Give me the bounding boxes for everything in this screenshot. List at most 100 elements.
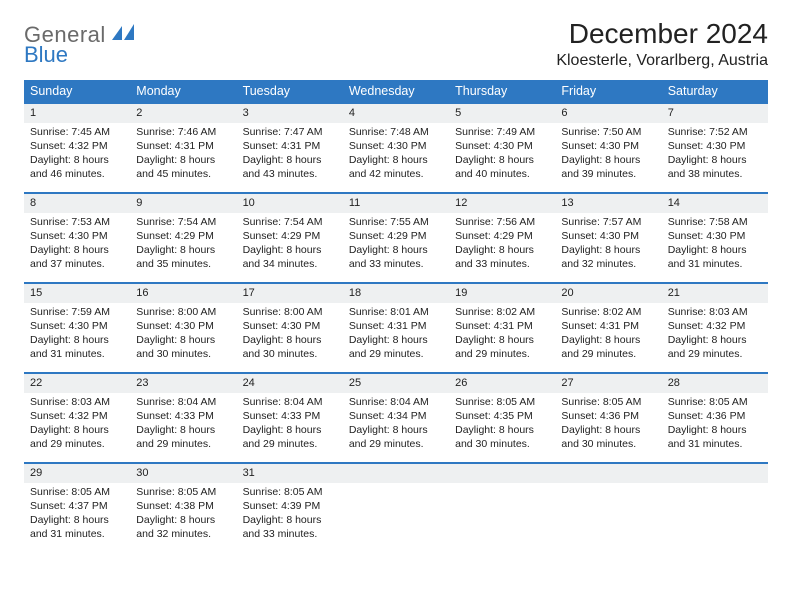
weekday-sunday: Sunday	[24, 80, 130, 102]
sunrise-text: Sunrise: 8:05 AM	[136, 485, 230, 499]
sunrise-text: Sunrise: 8:02 AM	[561, 305, 655, 319]
day-cell: 2 Sunrise: 7:46 AM Sunset: 4:31 PM Dayli…	[130, 102, 236, 192]
sunrise-text: Sunrise: 8:00 AM	[243, 305, 337, 319]
day-number: 23	[130, 372, 236, 393]
sunset-text: Sunset: 4:32 PM	[30, 139, 124, 153]
daylight-text-2: and 37 minutes.	[30, 257, 124, 271]
day-number: 28	[662, 372, 768, 393]
daylight-text-1: Daylight: 8 hours	[243, 243, 337, 257]
empty-cell	[555, 462, 661, 552]
sunrise-text: Sunrise: 7:58 AM	[668, 215, 762, 229]
day-cell: 16 Sunrise: 8:00 AM Sunset: 4:30 PM Dayl…	[130, 282, 236, 372]
logo: General Blue	[24, 18, 136, 68]
location-text: Kloesterle, Vorarlberg, Austria	[556, 52, 768, 70]
daylight-text-2: and 33 minutes.	[455, 257, 549, 271]
sunset-text: Sunset: 4:33 PM	[243, 409, 337, 423]
weekday-row: Sunday Monday Tuesday Wednesday Thursday…	[24, 80, 768, 102]
calendar-row: 22 Sunrise: 8:03 AM Sunset: 4:32 PM Dayl…	[24, 372, 768, 462]
sunrise-text: Sunrise: 8:00 AM	[136, 305, 230, 319]
sunrise-text: Sunrise: 7:59 AM	[30, 305, 124, 319]
daylight-text-2: and 29 minutes.	[243, 437, 337, 451]
daylight-text-1: Daylight: 8 hours	[561, 423, 655, 437]
daylight-text-2: and 30 minutes.	[136, 347, 230, 361]
day-body: Sunrise: 7:55 AM Sunset: 4:29 PM Dayligh…	[343, 213, 449, 276]
sunrise-text: Sunrise: 7:48 AM	[349, 125, 443, 139]
daylight-text-1: Daylight: 8 hours	[455, 333, 549, 347]
day-cell: 19 Sunrise: 8:02 AM Sunset: 4:31 PM Dayl…	[449, 282, 555, 372]
sunrise-text: Sunrise: 7:55 AM	[349, 215, 443, 229]
sunrise-text: Sunrise: 7:56 AM	[455, 215, 549, 229]
day-body: Sunrise: 8:05 AM Sunset: 4:37 PM Dayligh…	[24, 483, 130, 546]
sunset-text: Sunset: 4:29 PM	[349, 229, 443, 243]
day-number: 25	[343, 372, 449, 393]
sunrise-text: Sunrise: 8:05 AM	[243, 485, 337, 499]
day-body: Sunrise: 8:05 AM Sunset: 4:36 PM Dayligh…	[662, 393, 768, 456]
sunset-text: Sunset: 4:30 PM	[561, 229, 655, 243]
daylight-text-1: Daylight: 8 hours	[455, 423, 549, 437]
sunrise-text: Sunrise: 8:03 AM	[30, 395, 124, 409]
day-cell: 21 Sunrise: 8:03 AM Sunset: 4:32 PM Dayl…	[662, 282, 768, 372]
sunset-text: Sunset: 4:29 PM	[136, 229, 230, 243]
day-body: Sunrise: 8:02 AM Sunset: 4:31 PM Dayligh…	[555, 303, 661, 366]
daylight-text-2: and 43 minutes.	[243, 167, 337, 181]
daylight-text-2: and 31 minutes.	[30, 527, 124, 541]
day-body: Sunrise: 7:45 AM Sunset: 4:32 PM Dayligh…	[24, 123, 130, 186]
sunrise-text: Sunrise: 7:49 AM	[455, 125, 549, 139]
empty-cell	[662, 462, 768, 552]
daylight-text-2: and 45 minutes.	[136, 167, 230, 181]
daylight-text-1: Daylight: 8 hours	[136, 513, 230, 527]
sunset-text: Sunset: 4:31 PM	[136, 139, 230, 153]
sunrise-text: Sunrise: 7:57 AM	[561, 215, 655, 229]
sunrise-text: Sunrise: 8:04 AM	[349, 395, 443, 409]
day-body: Sunrise: 8:05 AM Sunset: 4:39 PM Dayligh…	[237, 483, 343, 546]
daylight-text-1: Daylight: 8 hours	[243, 423, 337, 437]
sunrise-text: Sunrise: 8:05 AM	[668, 395, 762, 409]
day-number: 12	[449, 192, 555, 213]
day-cell: 24 Sunrise: 8:04 AM Sunset: 4:33 PM Dayl…	[237, 372, 343, 462]
daylight-text-2: and 31 minutes.	[30, 347, 124, 361]
day-number: 22	[24, 372, 130, 393]
day-number: 17	[237, 282, 343, 303]
daylight-text-2: and 29 minutes.	[136, 437, 230, 451]
day-body: Sunrise: 7:48 AM Sunset: 4:30 PM Dayligh…	[343, 123, 449, 186]
sunset-text: Sunset: 4:36 PM	[561, 409, 655, 423]
day-body: Sunrise: 7:59 AM Sunset: 4:30 PM Dayligh…	[24, 303, 130, 366]
day-cell: 28 Sunrise: 8:05 AM Sunset: 4:36 PM Dayl…	[662, 372, 768, 462]
day-number: 7	[662, 102, 768, 123]
daylight-text-1: Daylight: 8 hours	[30, 423, 124, 437]
sunrise-text: Sunrise: 7:46 AM	[136, 125, 230, 139]
calendar-row: 1 Sunrise: 7:45 AM Sunset: 4:32 PM Dayli…	[24, 102, 768, 192]
calendar-row: 15 Sunrise: 7:59 AM Sunset: 4:30 PM Dayl…	[24, 282, 768, 372]
daylight-text-1: Daylight: 8 hours	[668, 153, 762, 167]
day-cell: 26 Sunrise: 8:05 AM Sunset: 4:35 PM Dayl…	[449, 372, 555, 462]
sunrise-text: Sunrise: 7:52 AM	[668, 125, 762, 139]
sunrise-text: Sunrise: 8:03 AM	[668, 305, 762, 319]
daylight-text-2: and 29 minutes.	[455, 347, 549, 361]
day-cell: 11 Sunrise: 7:55 AM Sunset: 4:29 PM Dayl…	[343, 192, 449, 282]
day-cell: 23 Sunrise: 8:04 AM Sunset: 4:33 PM Dayl…	[130, 372, 236, 462]
day-number: 3	[237, 102, 343, 123]
daylight-text-1: Daylight: 8 hours	[668, 243, 762, 257]
day-number: 8	[24, 192, 130, 213]
sunset-text: Sunset: 4:37 PM	[30, 499, 124, 513]
calendar-table: Sunday Monday Tuesday Wednesday Thursday…	[24, 80, 768, 552]
daylight-text-2: and 29 minutes.	[561, 347, 655, 361]
daylight-text-2: and 31 minutes.	[668, 257, 762, 271]
day-body: Sunrise: 8:04 AM Sunset: 4:33 PM Dayligh…	[237, 393, 343, 456]
daylight-text-2: and 30 minutes.	[561, 437, 655, 451]
day-body: Sunrise: 8:04 AM Sunset: 4:33 PM Dayligh…	[130, 393, 236, 456]
daylight-text-1: Daylight: 8 hours	[30, 243, 124, 257]
day-cell: 1 Sunrise: 7:45 AM Sunset: 4:32 PM Dayli…	[24, 102, 130, 192]
daylight-text-1: Daylight: 8 hours	[561, 153, 655, 167]
daylight-text-2: and 39 minutes.	[561, 167, 655, 181]
day-number: 16	[130, 282, 236, 303]
daylight-text-1: Daylight: 8 hours	[455, 243, 549, 257]
daylight-text-1: Daylight: 8 hours	[30, 153, 124, 167]
day-body: Sunrise: 7:58 AM Sunset: 4:30 PM Dayligh…	[662, 213, 768, 276]
day-number: 1	[24, 102, 130, 123]
sunrise-text: Sunrise: 8:05 AM	[561, 395, 655, 409]
day-body: Sunrise: 8:05 AM Sunset: 4:36 PM Dayligh…	[555, 393, 661, 456]
day-cell: 12 Sunrise: 7:56 AM Sunset: 4:29 PM Dayl…	[449, 192, 555, 282]
day-cell: 10 Sunrise: 7:54 AM Sunset: 4:29 PM Dayl…	[237, 192, 343, 282]
day-number: 21	[662, 282, 768, 303]
